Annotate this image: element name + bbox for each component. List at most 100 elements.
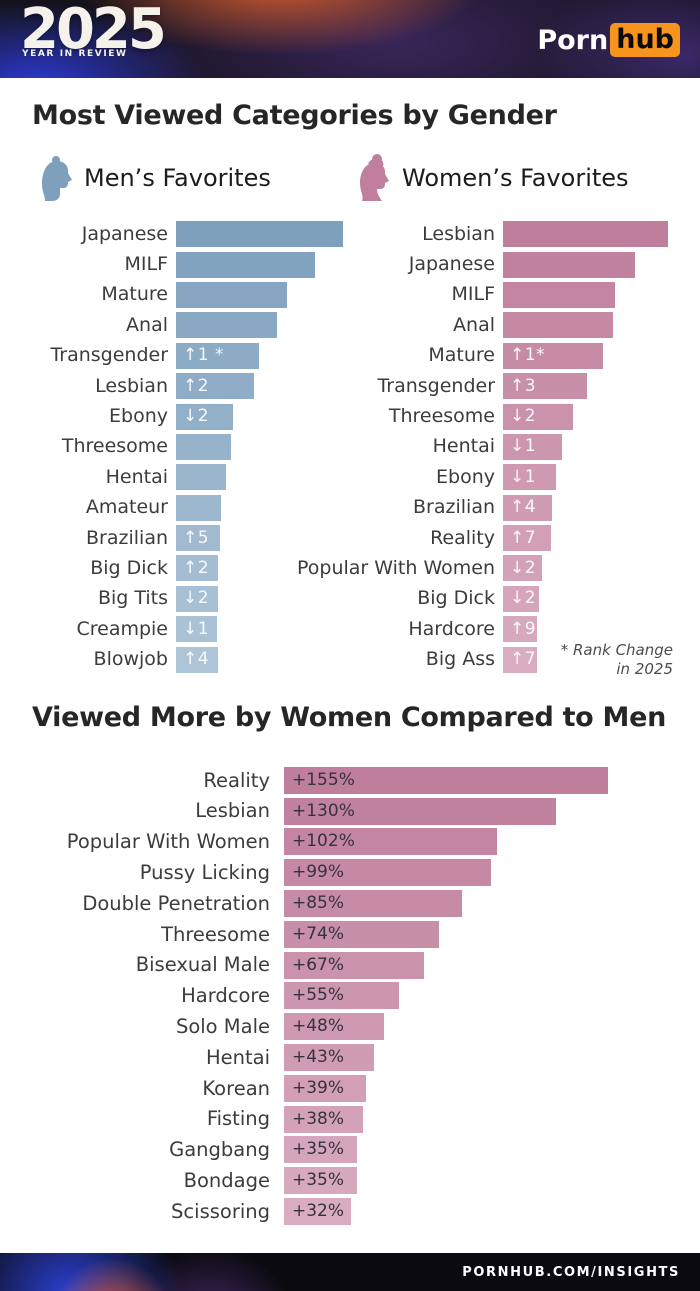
category-bar: +43% xyxy=(284,1044,374,1072)
chart-row: Ebony ↓1 xyxy=(295,462,668,492)
chart-row: Mature xyxy=(0,280,343,310)
chart-row: Fisting +38% xyxy=(0,1104,700,1135)
category-label: MILF xyxy=(124,253,168,276)
gender-favorites-charts: Japanese MILF Mature Anal Transgender ↑1 * Les… xyxy=(0,219,700,679)
year-logo-text: 2025 xyxy=(20,0,167,62)
male-silhouette-icon xyxy=(42,156,72,201)
chart-row: Blowjob ↑4 xyxy=(0,644,343,674)
chart-row: Popular With Women +102% xyxy=(0,827,700,858)
category-label: Bondage xyxy=(183,1169,270,1192)
chart-row: Big Tits ↓2 xyxy=(0,584,343,614)
category-bar: +32% xyxy=(284,1198,351,1226)
category-label: Threesome xyxy=(61,435,168,458)
category-bar xyxy=(176,464,226,491)
rank-change-footnote-line2: in 2025 xyxy=(616,659,673,678)
rank-change-badge: ↑2 xyxy=(183,557,210,578)
category-label: Anal xyxy=(453,313,495,336)
chart-row: Reality +155% xyxy=(0,765,700,796)
category-label: Big Tits xyxy=(97,587,168,610)
pornhub-logo-hub-badge: hub xyxy=(610,23,680,57)
chart-row: Solo Male +48% xyxy=(0,1011,700,1042)
category-label: Anal xyxy=(126,313,168,336)
rank-change-footnote: * Rank Change in 2025 xyxy=(561,641,673,679)
category-label: Solo Male xyxy=(175,1015,270,1039)
chart-row: Threesome ↓2 xyxy=(295,401,668,431)
footer-banner: PORNHUB.COM/INSIGHTS xyxy=(0,1253,700,1291)
chart-row: Transgender ↑1 * xyxy=(0,341,343,371)
category-label: Hardcore xyxy=(408,617,495,640)
rank-change-badge: ↓2 xyxy=(510,406,537,427)
rank-change-badge: ↑2 xyxy=(183,375,210,396)
bar-value-label: +55% xyxy=(292,985,345,1006)
category-label: Hentai xyxy=(205,1045,270,1069)
chart-row: Brazilian ↑5 xyxy=(0,523,343,553)
category-bar: ↑4 xyxy=(176,646,218,673)
category-label: Mature xyxy=(101,283,168,306)
category-label: Bisexual Male xyxy=(135,953,270,977)
category-bar xyxy=(176,494,221,521)
rank-change-badge: ↓1 xyxy=(510,436,537,457)
chart-row: Bondage +35% xyxy=(0,1165,700,1196)
rank-change-footnote-line1: * Rank Change xyxy=(560,641,673,659)
chart-row: Big Dick ↑2 xyxy=(0,553,343,583)
category-bar: +55% xyxy=(284,982,399,1010)
category-label: Mature xyxy=(428,344,495,367)
category-bar: ↑1* xyxy=(503,342,603,369)
chart-row: MILF xyxy=(0,249,343,279)
viewed-more-by-women-chart: Reality +155% Lesbian +130% Popular With Wom… xyxy=(0,765,700,1227)
chart-row: Japanese xyxy=(295,249,668,279)
category-bar xyxy=(176,433,231,460)
bar-value-label: +130% xyxy=(292,800,355,821)
rank-change-badge: ↓2 xyxy=(183,406,210,427)
category-bar: ↑7 xyxy=(503,646,537,673)
bar-value-label: +35% xyxy=(292,1170,345,1191)
chart-row: Threesome xyxy=(0,432,343,462)
category-label: Hardcore xyxy=(181,984,270,1008)
category-label: Transgender xyxy=(377,374,495,397)
rank-change-badge: ↓2 xyxy=(510,557,537,578)
category-bar: ↓2 xyxy=(503,585,539,612)
rank-change-badge: ↓1 xyxy=(510,466,537,487)
men-favorites-chart: Japanese MILF Mature Anal Transgender ↑1 * Les… xyxy=(0,219,343,675)
category-bar: ↑2 xyxy=(176,555,218,582)
category-bar: ↑9 xyxy=(503,616,537,643)
category-bar: ↑3 xyxy=(503,373,587,400)
category-label: Amateur xyxy=(85,496,168,519)
category-label: Brazilian xyxy=(413,496,495,519)
chart-row: Japanese xyxy=(0,219,343,249)
chart-row: Lesbian ↑2 xyxy=(0,371,343,401)
chart-row: Big Ass ↑7 xyxy=(295,644,668,674)
category-bar xyxy=(503,312,613,339)
category-bar xyxy=(176,251,315,278)
category-label: Japanese xyxy=(81,222,168,245)
category-label: Big Dick xyxy=(417,587,495,610)
category-label: Hentai xyxy=(105,465,168,488)
category-bar: +155% xyxy=(284,766,608,794)
chart-row: Lesbian +130% xyxy=(0,796,700,827)
bar-value-label: +38% xyxy=(292,1108,345,1129)
bar-value-label: +85% xyxy=(292,893,345,914)
chart-row: Reality ↑7 xyxy=(295,523,668,553)
category-label: Korean xyxy=(202,1076,270,1100)
category-bar xyxy=(503,221,668,248)
chart-row: Anal xyxy=(295,310,668,340)
chart-row: Brazilian ↑4 xyxy=(295,493,668,523)
category-bar: ↑1 * xyxy=(176,342,259,369)
category-bar xyxy=(176,312,277,339)
year-in-review-logo: 2025 YEAR IN REVIEW xyxy=(20,0,167,62)
rank-change-badge: ↑7 xyxy=(510,527,537,548)
bar-value-label: +32% xyxy=(292,1201,345,1222)
category-label: Brazilian xyxy=(86,526,168,549)
category-label: Double Penetration xyxy=(82,891,270,915)
category-bar: +35% xyxy=(284,1136,357,1164)
rank-change-badge: ↑5 xyxy=(183,527,210,548)
category-label: Lesbian xyxy=(95,374,168,397)
category-label: Popular With Women xyxy=(297,556,495,579)
rank-change-badge: ↓1 xyxy=(183,618,210,639)
category-label: Big Ass xyxy=(425,648,495,671)
category-bar: ↓1 xyxy=(503,433,562,460)
category-bar: ↓2 xyxy=(176,585,218,612)
chart-row: Ebony ↓2 xyxy=(0,401,343,431)
rank-change-badge: ↑1* xyxy=(510,345,546,366)
year-logo-subtext: YEAR IN REVIEW xyxy=(22,49,128,59)
